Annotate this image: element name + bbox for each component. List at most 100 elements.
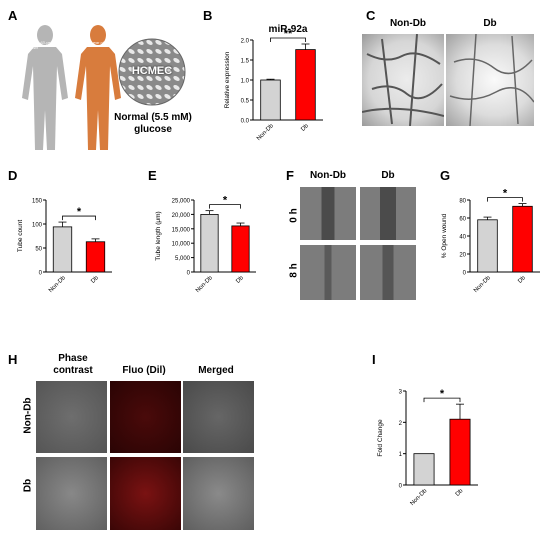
chart-b-title: miR-92a (269, 24, 308, 35)
chart-i-bar-db (449, 418, 471, 486)
chart-d-bar-db (85, 241, 106, 273)
chart-e-xtick-label: Non-Db (195, 275, 214, 294)
chart-g-bar-db (512, 205, 533, 273)
chart-b-xtick-label: Non-Db (256, 123, 275, 142)
uptake-merged-db (183, 457, 254, 530)
panel-label-c: C (366, 8, 376, 23)
non-diabetic-caption: Non-Diabetic 63-year old (16, 40, 54, 50)
wound-image-db-8h (360, 245, 416, 300)
panel-h-row-db: Db (22, 478, 34, 493)
panel-f-header-db: Db (381, 170, 395, 181)
panel-c-header-db: Db (483, 18, 497, 29)
chart-b-sig-label: ** (284, 28, 293, 40)
panel-h-header-phase-1: Phase (58, 353, 88, 364)
chart-e-ylabel: Tube length (μm) (155, 211, 162, 260)
chart-d-sig-label: * (77, 206, 82, 218)
chart-i-sig-bracket (423, 397, 461, 403)
panel-f-header-nondb: Non-Db (309, 170, 347, 181)
panel-a-illustration (22, 25, 186, 150)
chart-d-bar-nondb (52, 226, 73, 273)
chart-e-ytick-label: 0 (187, 271, 191, 277)
chart-d-ylabel: Tube count (17, 220, 24, 252)
chart-e-bar-nondb (200, 214, 219, 273)
diabetic-figure-icon (75, 25, 121, 150)
panel-h-header-merged: Merged (198, 365, 234, 376)
chart-i-sig-label: * (440, 388, 445, 400)
panel-c-header-nondb: Non-Db (389, 18, 427, 29)
tube-image-db (446, 34, 534, 126)
uptake-phase-nondb (36, 381, 107, 453)
chart-g-ytick-label: 0 (463, 271, 467, 277)
panel-label-e: E (148, 168, 157, 183)
panel-h-header-fluo: Fluo (Dil) (122, 365, 166, 376)
chart-g: 0 20 40 60 80 % Open wound Non-Db Db * (441, 188, 540, 294)
chart-g-ytick-label: 20 (459, 253, 466, 259)
chart-d-xtick-label: Non-Db (48, 275, 67, 294)
uptake-fluo-db (110, 457, 181, 530)
chart-e-xtick-label: Db (235, 275, 245, 285)
chart-b-ytick-label: 0.5 (241, 99, 250, 105)
chart-e-bar-db (231, 225, 250, 273)
chart-i-ytick-label: 0 (399, 484, 403, 490)
chart-e-ytick-label: 25,000 (172, 199, 191, 205)
chart-d: 0 50 100 150 Tube count Non-Db Db * (17, 199, 112, 294)
chart-g-ylabel: % Open wound (441, 213, 448, 258)
chart-g-ytick-label: 40 (459, 235, 466, 241)
non-diabetic-figure-icon (22, 25, 68, 150)
cell-type-label: HCMEC (131, 65, 173, 77)
condition-line2: glucose (134, 124, 172, 135)
chart-e: 0 5,000 10,000 15,000 20,000 25,000 Tube lengt… (155, 195, 256, 294)
panel-f-row-8h: 8 h (288, 263, 300, 278)
chart-d-ytick-label: 50 (35, 247, 42, 253)
chart-d-ytick-label: 0 (39, 271, 43, 277)
panel-label-a: A (8, 8, 18, 23)
panel-label-i: I (372, 352, 376, 367)
chart-i-bar-nondb (413, 453, 435, 486)
chart-i-ylabel: Fold Change (377, 419, 384, 457)
panel-h-header-phase-2: contrast (53, 365, 93, 376)
uptake-fluo-nondb (110, 381, 181, 453)
chart-g-bar-nondb (477, 219, 498, 273)
tube-image-nondb (362, 34, 444, 126)
chart-b-bar-nondb (260, 79, 281, 121)
chart-g-sig-label: * (503, 188, 508, 200)
panel-f-row-0h: 0 h (288, 208, 300, 223)
chart-g-sig-bracket (487, 197, 523, 202)
chart-b-ytick-label: 0.0 (241, 119, 250, 125)
panel-h-row-nondb: Non-Db (22, 397, 34, 434)
chart-g-ytick-label: 80 (459, 199, 466, 205)
chart-d-ytick-label: 150 (32, 199, 43, 205)
chart-i: 0 1 2 3 Fold Change Non-Db Db * (377, 388, 478, 507)
chart-i-ytick-label: 1 (399, 452, 403, 458)
chart-e-ytick-label: 10,000 (172, 242, 191, 248)
chart-g-ytick-label: 60 (459, 217, 466, 223)
condition-line1: Normal (5.5 mM) (114, 112, 192, 123)
chart-g-xtick-label: Non-Db (473, 275, 492, 294)
chart-b-ytick-label: 2.0 (241, 39, 250, 45)
chart-i-xtick-label: Db (455, 488, 465, 498)
panel-label-g: G (440, 168, 451, 183)
wound-image-db-0h (360, 187, 416, 240)
chart-b-ylabel: Relative expression (224, 51, 231, 108)
chart-g-xtick-label: Db (517, 275, 527, 285)
chart-e-ytick-label: 15,000 (172, 227, 191, 233)
chart-b-ytick-label: 1.5 (241, 59, 250, 65)
uptake-merged-nondb (183, 381, 254, 453)
chart-b-xtick-label: Db (300, 123, 310, 133)
diabetic-caption: Diabetic 63-year old (70, 40, 106, 45)
chart-e-ytick-label: 5,000 (175, 256, 191, 262)
chart-e-ytick-label: 20,000 (172, 213, 191, 219)
panel-label-h: H (8, 352, 18, 367)
panel-label-f: F (286, 168, 294, 183)
chart-b-bar-db (295, 49, 316, 121)
cell-dish-icon (118, 38, 186, 106)
chart-d-ytick-label: 100 (32, 223, 43, 229)
uptake-phase-db (36, 457, 107, 530)
wound-image-nondb-0h (300, 187, 356, 240)
chart-i-ytick-label: 2 (399, 421, 403, 427)
chart-i-ytick-label: 3 (399, 390, 403, 396)
panel-label-d: D (8, 168, 18, 183)
wound-image-nondb-8h (300, 245, 356, 300)
chart-b: miR-92a 0.0 0.5 1.0 1.5 2.0 Relative expressio… (224, 24, 323, 142)
chart-e-sig-label: * (223, 195, 228, 207)
